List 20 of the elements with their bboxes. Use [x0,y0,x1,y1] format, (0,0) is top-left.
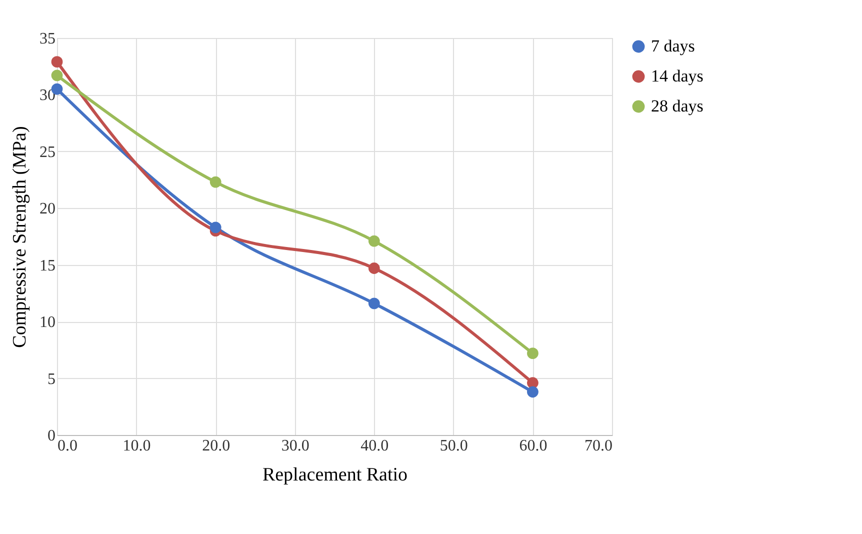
x-tick-label: 10.0 [122,438,151,454]
x-tick-label: 40.0 [360,438,389,454]
y-tick-label: 35 [40,30,56,48]
x-tick-label: 60.0 [519,438,548,454]
y-tick-label: 0 [48,428,56,444]
y-tick-label: 10 [40,314,56,332]
x-tick-label: 30.0 [281,438,310,454]
y-tick-label: 20 [40,200,56,218]
x-tick-label: 70.0 [584,438,612,454]
x-axis-title: Replacement Ratio [262,464,408,486]
y-axis-title: Compressive Strength (MPa) [10,126,30,348]
legend-label: 7 days [651,36,695,56]
y-tick-label: 5 [48,370,56,388]
x-tick-label: 50.0 [440,438,468,454]
x-tick-label: 0.0 [58,438,78,454]
legend-label: 28 days [651,96,704,116]
y-tick-label: 15 [40,257,56,274]
y-tick-label: 25 [40,144,56,161]
x-tick-label: 20.0 [202,438,230,454]
legend-label: 14 days [651,66,704,86]
